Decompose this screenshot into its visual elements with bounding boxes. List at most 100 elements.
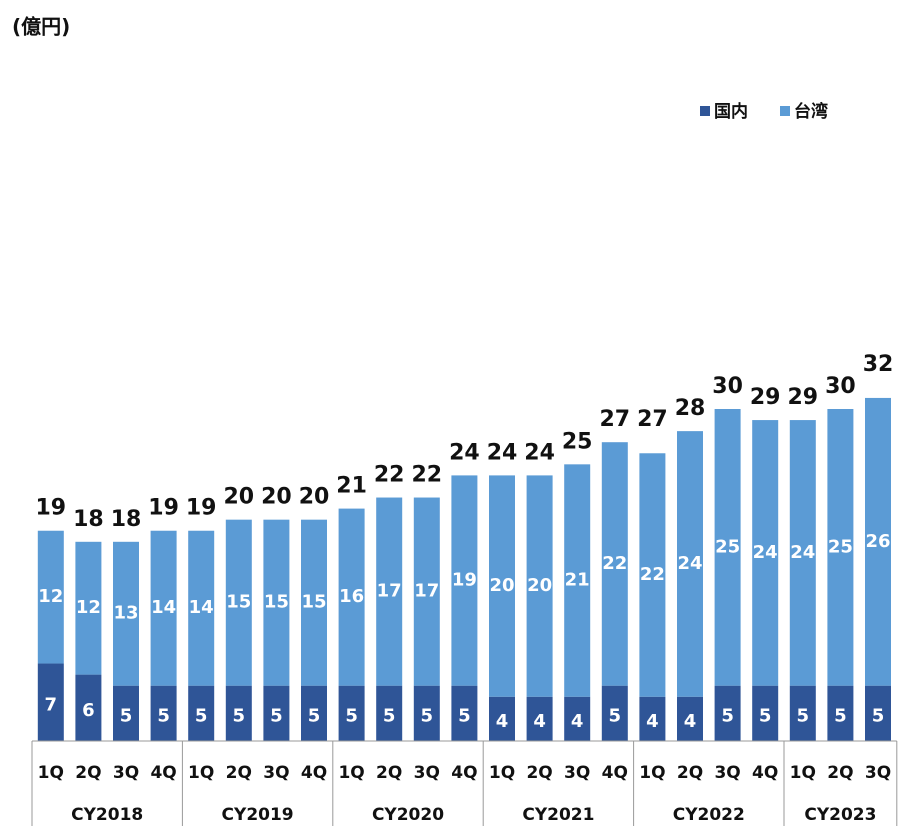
- x-tick-label: 1Q: [639, 763, 665, 783]
- total-label: 18: [111, 507, 142, 532]
- value-label: 5: [233, 705, 246, 726]
- value-label: 24: [677, 553, 702, 574]
- value-label: 6: [82, 700, 95, 721]
- value-label: 22: [640, 564, 665, 585]
- value-label: 7: [45, 694, 58, 715]
- x-tick-label: 1Q: [790, 763, 816, 783]
- value-label: 4: [646, 711, 659, 732]
- value-label: 5: [421, 705, 434, 726]
- value-label: 24: [753, 542, 778, 563]
- value-label: 12: [38, 586, 63, 607]
- bar-segment: [263, 685, 290, 741]
- bar-segment: [489, 475, 515, 697]
- legend-label: 国内: [714, 101, 748, 122]
- x-tick-label: 3Q: [113, 763, 139, 783]
- bar-segment: [113, 685, 139, 741]
- value-label: 5: [195, 705, 208, 726]
- bar-segment: [639, 696, 666, 741]
- value-label: 5: [383, 705, 396, 726]
- bar-segment: [714, 685, 741, 741]
- x-tick-label: 2Q: [677, 763, 703, 783]
- value-label: 19: [452, 570, 477, 591]
- x-tick-label: 3Q: [414, 763, 440, 783]
- bar-segment: [338, 508, 365, 686]
- value-label: 17: [414, 581, 439, 602]
- x-tick-label: 4Q: [451, 763, 477, 783]
- group-label: CY2022: [673, 805, 745, 825]
- value-label: 4: [533, 711, 546, 732]
- bar-segment: [526, 475, 553, 697]
- x-tick-label: 1Q: [489, 763, 515, 783]
- bar-segment: [75, 541, 102, 675]
- x-tick-label: 4Q: [150, 763, 176, 783]
- x-tick-label: 1Q: [338, 763, 364, 783]
- total-label: 24: [524, 440, 555, 465]
- value-label: 5: [308, 705, 321, 726]
- bar-segment: [865, 397, 891, 686]
- x-tick-label: 4Q: [301, 763, 327, 783]
- value-label: 5: [270, 705, 283, 726]
- value-label: 20: [527, 575, 552, 596]
- total-label: 20: [223, 485, 254, 510]
- chart-title: (億円): [12, 15, 70, 39]
- x-tick-label: 3Q: [714, 763, 740, 783]
- value-label: 25: [828, 536, 853, 557]
- group-label: CY2021: [522, 805, 594, 825]
- total-label: 19: [148, 496, 179, 521]
- value-label: 4: [684, 711, 697, 732]
- bar-segment: [564, 696, 591, 741]
- bar-segment: [827, 409, 854, 686]
- total-label: 27: [599, 407, 630, 432]
- total-label: 20: [299, 485, 330, 510]
- value-label: 21: [565, 570, 590, 591]
- value-label: 15: [264, 592, 289, 613]
- value-label: 26: [865, 531, 890, 552]
- value-label: 13: [113, 603, 138, 624]
- total-label: 24: [487, 440, 518, 465]
- group-label: CY2018: [71, 805, 143, 825]
- total-label: 29: [750, 385, 781, 410]
- legend-swatch: [700, 106, 710, 116]
- bar-segment: [301, 685, 327, 741]
- total-label: 29: [787, 385, 818, 410]
- bar-segment: [413, 497, 440, 686]
- total-label: 18: [73, 507, 104, 532]
- bar-segment: [376, 497, 403, 686]
- legend-swatch: [780, 106, 790, 116]
- value-label: 12: [76, 597, 101, 618]
- bar-segment: [639, 453, 666, 697]
- value-label: 4: [496, 711, 509, 732]
- bar-segment: [376, 685, 403, 741]
- bar-segment: [451, 475, 478, 686]
- bar-segment: [150, 685, 177, 741]
- x-tick-label: 3Q: [865, 763, 891, 783]
- bar-segment: [564, 464, 591, 697]
- value-label: 5: [797, 705, 810, 726]
- total-label: 22: [374, 463, 405, 488]
- bar-segment: [113, 541, 139, 686]
- value-label: 5: [721, 705, 734, 726]
- bar-segment: [789, 420, 816, 686]
- value-label: 5: [609, 705, 622, 726]
- total-label: 27: [637, 407, 668, 432]
- bar-segment: [37, 663, 64, 741]
- bar-segment: [413, 685, 440, 741]
- value-label: 15: [301, 592, 326, 613]
- value-label: 14: [151, 597, 176, 618]
- x-tick-label: 3Q: [564, 763, 590, 783]
- bar-segment: [752, 685, 779, 741]
- value-label: 20: [489, 575, 514, 596]
- value-label: 5: [759, 705, 772, 726]
- value-label: 5: [345, 705, 358, 726]
- bar-segment: [489, 696, 515, 741]
- total-label: 19: [186, 496, 217, 521]
- value-label: 24: [790, 542, 815, 563]
- total-label: 30: [712, 374, 743, 399]
- group-label: CY2020: [372, 805, 444, 825]
- x-tick-label: 1Q: [188, 763, 214, 783]
- x-tick-label: 2Q: [376, 763, 402, 783]
- x-tick-label: 2Q: [827, 763, 853, 783]
- total-label: 25: [562, 429, 593, 454]
- x-tick-label: 4Q: [752, 763, 778, 783]
